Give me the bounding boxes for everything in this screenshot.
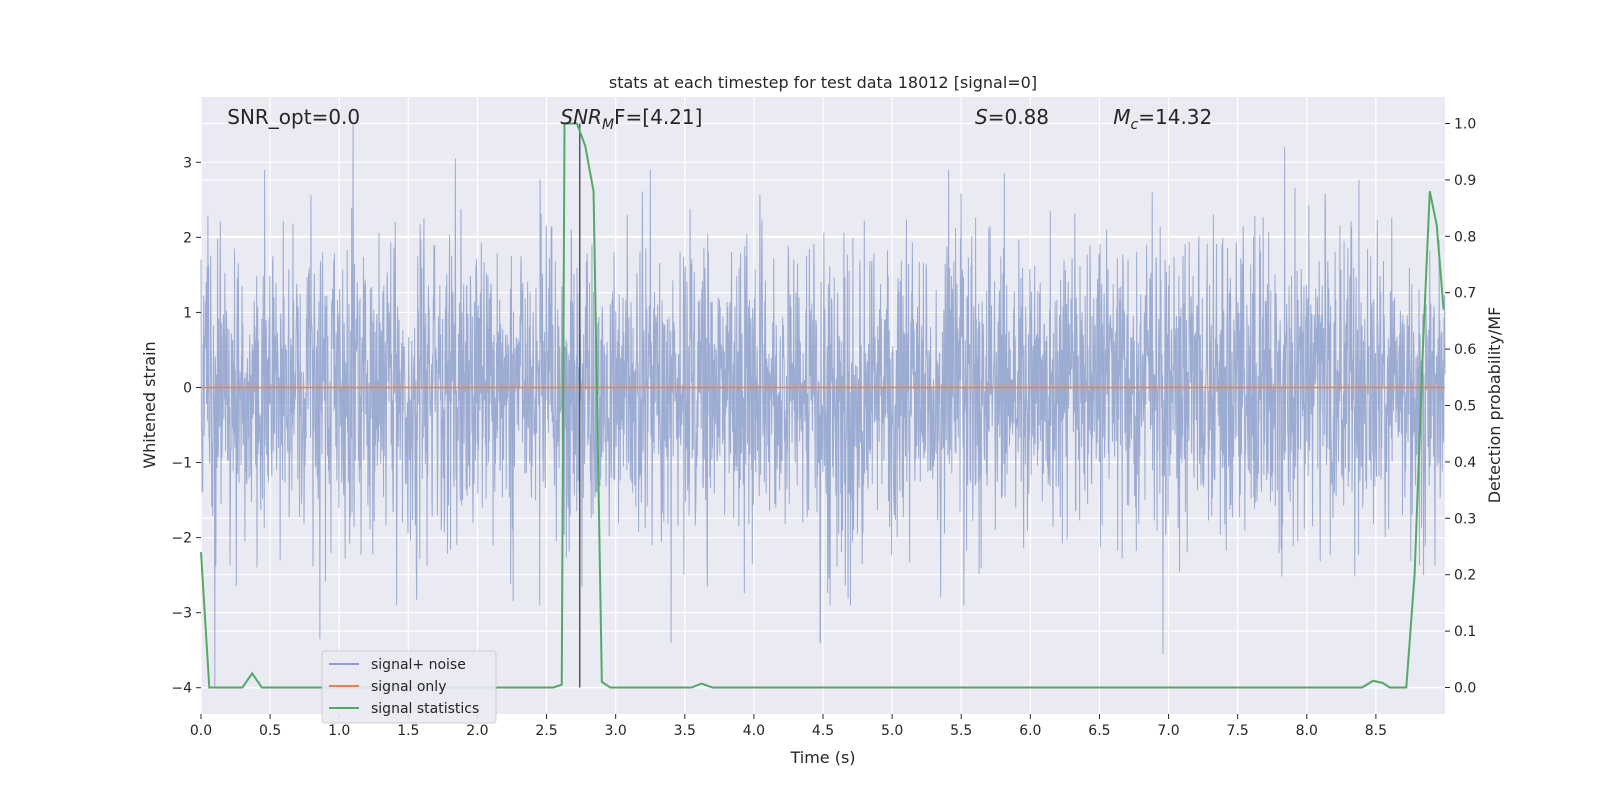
annotation-3-rest: =14.32: [1138, 105, 1212, 129]
signal-noise-line: [200, 124, 1446, 688]
y-right-tick-label-2: 0.2: [1454, 568, 1476, 584]
x-tick-label-8: 4.0: [743, 723, 765, 739]
y-right-tick-label-8: 0.8: [1454, 229, 1476, 245]
x-tick-label-2: 1.0: [328, 723, 350, 739]
annotation-1-main: SNR: [560, 105, 602, 129]
x-tick-label-15: 7.5: [1227, 723, 1249, 739]
x-tick-label-6: 3.0: [605, 723, 627, 739]
annotation-2: S=0.88: [975, 105, 1049, 129]
series-signal-noise: [200, 124, 1446, 688]
x-tick-label-1: 0.5: [259, 723, 281, 739]
legend-label-signal-statistics: signal statistics: [371, 701, 479, 717]
x-tick-label-0: 0.0: [190, 723, 212, 739]
y-right-tick-label-7: 0.7: [1454, 286, 1476, 302]
x-tick-label-17: 8.5: [1365, 723, 1387, 739]
y-axis-left-label: Whitened strain: [140, 341, 159, 468]
annotation-1: SNRMF=[4.21]: [560, 105, 702, 133]
annotation-0-main: SNR_opt=0.0: [227, 105, 360, 129]
x-tick-label-4: 2.0: [466, 723, 488, 739]
legend-label-signal-only: signal only: [371, 679, 446, 695]
annotations: SNR_opt=0.0 SNRMF=[4.21] S=0.88 Mc=14.32: [227, 105, 1212, 133]
annotation-3-subscript: c: [1131, 117, 1139, 133]
x-tick-label-7: 3.5: [674, 723, 696, 739]
x-tick-label-10: 5.0: [881, 723, 903, 739]
y-axis-right: 0.0 0.1 0.2 0.3 0.4 0.5 0.6 0.7 0.8 0.9 1.0: [1445, 117, 1476, 696]
x-tick-label-12: 6.0: [1019, 723, 1041, 739]
x-tick-label-16: 8.0: [1296, 723, 1318, 739]
x-axis-label: Time (s): [789, 748, 855, 767]
annotation-2-rest: =0.88: [988, 105, 1049, 129]
legend-item-signal-only: signal only: [329, 679, 446, 695]
chart-title: stats at each timestep for test data 180…: [609, 73, 1037, 92]
annotation-1-subscript: M: [602, 117, 614, 133]
y-left-tick-label-3: −1: [171, 456, 192, 472]
x-tick-label-11: 5.5: [950, 723, 972, 739]
annotation-3-main: M: [1113, 105, 1130, 129]
legend-label-signal-noise: signal+ noise: [371, 657, 466, 673]
annotation-0: SNR_opt=0.0: [227, 105, 360, 129]
legend-item-signal-noise: signal+ noise: [329, 657, 466, 673]
y-right-tick-label-1: 0.1: [1454, 624, 1476, 640]
y-right-tick-label-6: 0.6: [1454, 342, 1476, 358]
annotation-1-rest: F=[4.21]: [614, 105, 702, 129]
y-left-tick-label-5: 1: [183, 305, 192, 321]
x-axis: 0.0 0.5 1.0 1.5 2.0 2.5 3.0 3.5 4.0 4.5 5.0 5.5 6.0 6…: [190, 714, 1387, 739]
y-left-tick-label-6: 2: [183, 230, 192, 246]
y-left-tick-label-2: −2: [171, 531, 192, 547]
annotation-2-main: S: [975, 105, 988, 129]
y-right-tick-label-9: 0.9: [1454, 173, 1476, 189]
legend-item-signal-statistics: signal statistics: [329, 701, 479, 717]
y-right-tick-label-3: 0.3: [1454, 511, 1476, 527]
y-right-tick-label-0: 0.0: [1454, 680, 1476, 696]
y-left-tick-label-4: 0: [183, 380, 192, 396]
y-right-tick-label-10: 1.0: [1454, 117, 1476, 133]
legend: signal+ noise signal only signal statist…: [321, 650, 497, 724]
x-tick-label-3: 1.5: [397, 723, 419, 739]
y-left-tick-label-1: −3: [171, 606, 192, 622]
y-left-tick-label-7: 3: [183, 155, 192, 171]
x-tick-label-9: 4.5: [812, 723, 834, 739]
annotation-3: Mc=14.32: [1113, 105, 1212, 133]
y-axis-right-label: Detection probability/MF: [1485, 307, 1504, 504]
y-right-tick-label-4: 0.4: [1454, 455, 1476, 471]
x-tick-label-14: 7.0: [1157, 723, 1179, 739]
y-right-tick-label-5: 0.5: [1454, 399, 1476, 415]
y-axis-left: −4 −3 −2 −1 0 1 2 3: [171, 155, 201, 697]
x-tick-label-13: 6.5: [1088, 723, 1110, 739]
x-tick-label-5: 2.5: [535, 723, 557, 739]
legend-box: [321, 650, 497, 724]
y-left-tick-label-0: −4: [171, 681, 192, 697]
